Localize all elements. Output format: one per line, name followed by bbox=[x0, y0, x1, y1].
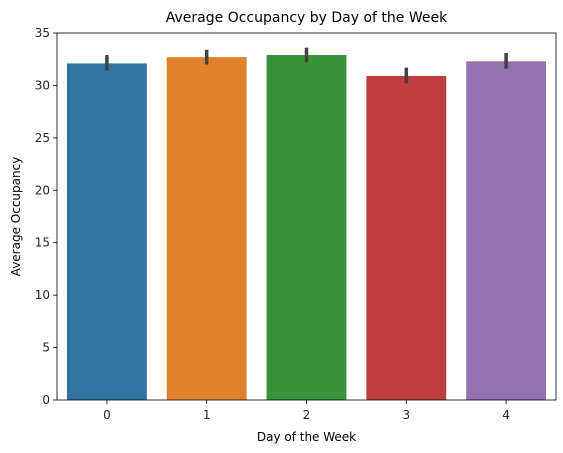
error-bars bbox=[105, 47, 508, 84]
y-tick-label: 30 bbox=[35, 78, 50, 92]
y-tick-label: 5 bbox=[42, 341, 50, 355]
y-tick-label: 35 bbox=[35, 26, 50, 40]
x-tick-label: 0 bbox=[103, 408, 111, 422]
bar-series bbox=[66, 55, 547, 401]
y-tick-label: 0 bbox=[42, 393, 50, 407]
bar-day-2 bbox=[266, 55, 347, 401]
chart-title: Average Occupancy by Day of the Week bbox=[166, 10, 448, 26]
plot-area-frame bbox=[56, 32, 557, 401]
y-tick-label: 20 bbox=[35, 183, 50, 197]
bar-day-4 bbox=[466, 61, 547, 400]
x-axis-label: Day of the Week bbox=[257, 430, 356, 444]
x-tick-label: 1 bbox=[203, 408, 211, 422]
x-tick-label: 2 bbox=[303, 408, 311, 422]
bar-day-1 bbox=[166, 57, 247, 401]
bar-day-3 bbox=[366, 75, 447, 401]
y-tick-label: 10 bbox=[35, 288, 50, 302]
y-tick-label: 25 bbox=[35, 131, 50, 145]
bar-day-0 bbox=[66, 63, 147, 401]
y-axis-ticks: 0 5 10 15 20 25 30 35 bbox=[35, 26, 57, 407]
y-axis-label: Average Occupancy bbox=[9, 157, 23, 277]
x-tick-label: 3 bbox=[402, 408, 410, 422]
y-tick-label: 15 bbox=[35, 236, 50, 250]
x-tick-label: 4 bbox=[502, 408, 510, 422]
x-axis-ticks: 0 1 2 3 4 bbox=[103, 400, 510, 422]
